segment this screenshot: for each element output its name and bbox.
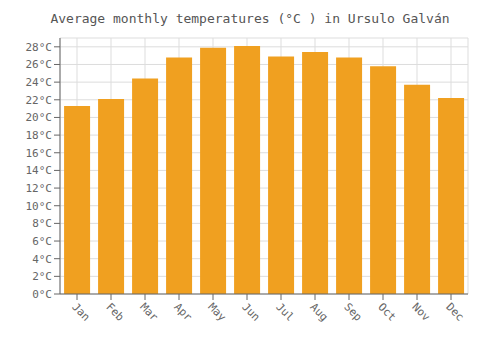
html-text:Average monthly temperatures (: Average monthly temperatures (°C ) in Ur…: [50, 11, 450, 26]
svg-text:8°C: 8°C: [32, 217, 52, 230]
svg-text:10°C: 10°C: [26, 200, 53, 213]
svg-text:Apr: Apr: [171, 300, 195, 324]
svg-text:May: May: [205, 300, 229, 324]
svg-text:24°C: 24°C: [26, 76, 53, 89]
svg-text:Mar: Mar: [137, 300, 161, 324]
svg-text:20°C: 20°C: [26, 111, 53, 124]
svg-text:12°C: 12°C: [26, 182, 53, 195]
svg-text:Sep: Sep: [341, 300, 364, 323]
svg-text:22°C: 22°C: [26, 94, 53, 107]
svg-text:Feb: Feb: [103, 300, 126, 323]
svg-text:Oct: Oct: [375, 300, 398, 323]
svg-text:Dec: Dec: [443, 300, 466, 323]
svg-text:Aug: Aug: [307, 300, 330, 323]
svg-text:18°C: 18°C: [26, 129, 53, 142]
svg-text:Nov: Nov: [409, 300, 433, 324]
svg-text:Jan: Jan: [69, 300, 92, 323]
svg-text:28°C: 28°C: [26, 41, 53, 54]
svg-text:6°C: 6°C: [32, 235, 52, 248]
svg-text:26°C: 26°C: [26, 58, 53, 71]
svg-text:4°C: 4°C: [32, 253, 52, 266]
svg-text:2°C: 2°C: [32, 270, 52, 283]
svg-text:14°C: 14°C: [26, 164, 53, 177]
svg-text:Jul: Jul: [273, 300, 296, 323]
svg-text:16°C: 16°C: [26, 147, 53, 160]
svg-text:Jun: Jun: [239, 300, 262, 323]
svg-text:0°C: 0°C: [32, 288, 52, 301]
